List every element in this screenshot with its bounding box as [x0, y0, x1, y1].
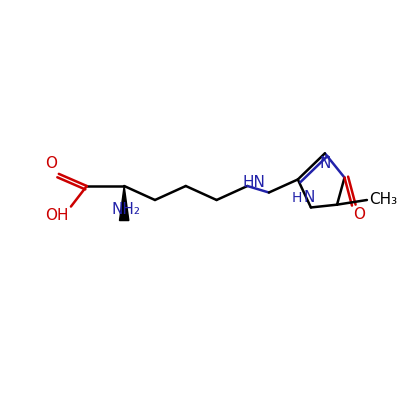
Text: O: O	[354, 208, 366, 222]
Text: OH: OH	[46, 208, 69, 224]
Text: N: N	[319, 156, 330, 171]
Text: N: N	[303, 190, 315, 205]
Text: CH₃: CH₃	[369, 192, 397, 208]
Text: NH₂: NH₂	[112, 202, 140, 217]
Text: O: O	[45, 156, 57, 171]
Polygon shape	[120, 186, 129, 220]
Text: H: H	[291, 191, 302, 205]
Text: HN: HN	[242, 175, 265, 190]
